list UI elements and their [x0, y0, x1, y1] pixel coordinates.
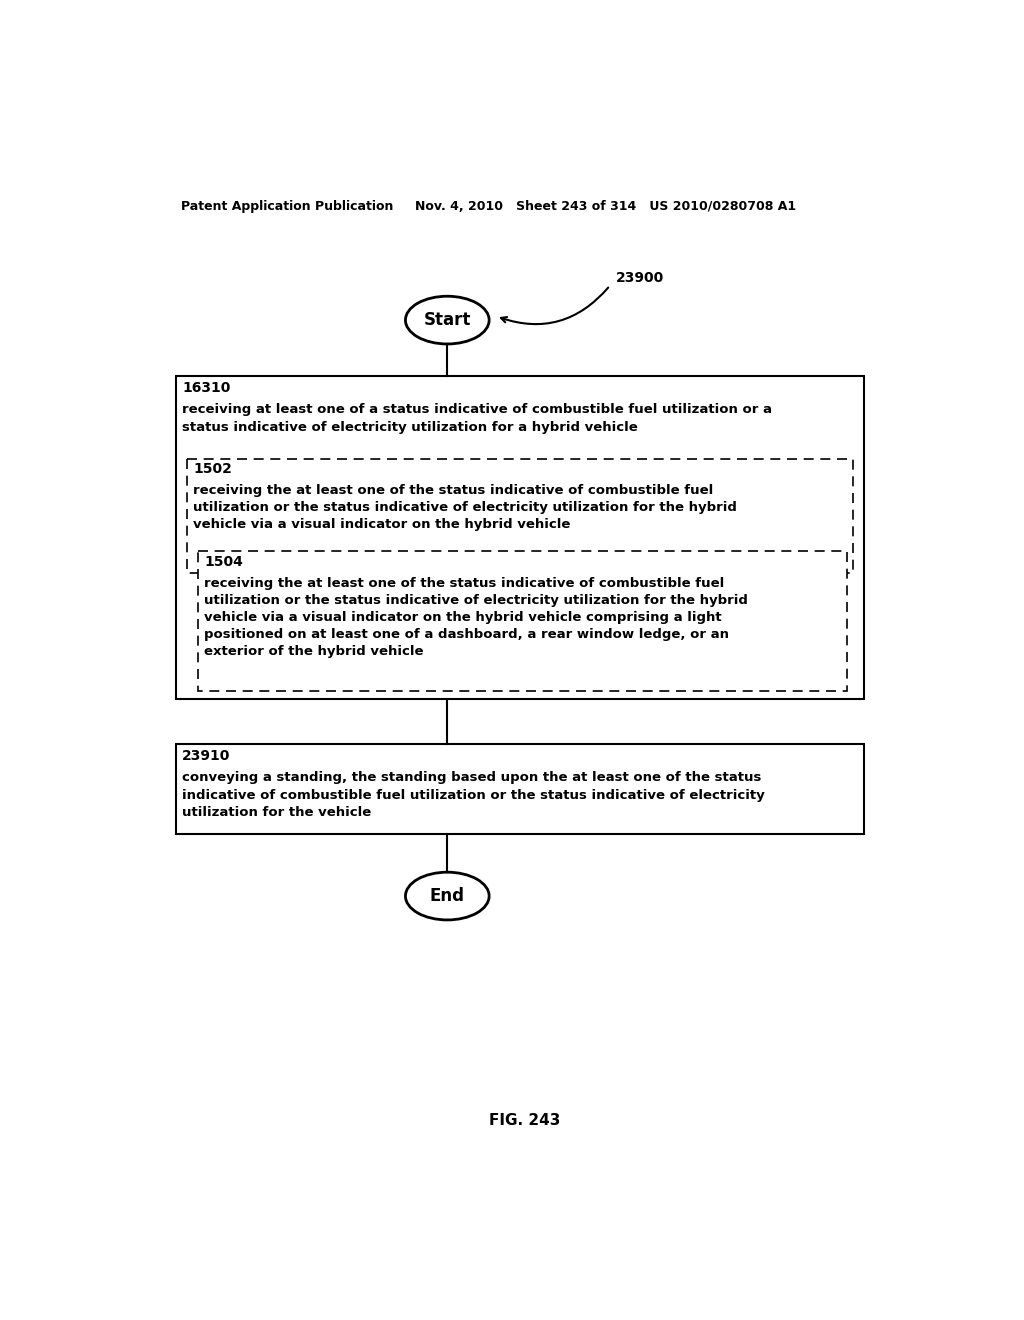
Text: receiving at least one of a status indicative of combustible fuel utilization or: receiving at least one of a status indic… — [182, 404, 772, 434]
Bar — [198, 552, 847, 692]
Text: 23910: 23910 — [182, 748, 230, 763]
Ellipse shape — [406, 873, 489, 920]
Text: receiving the at least one of the status indicative of combustible fuel
utilizat: receiving the at least one of the status… — [194, 484, 737, 531]
Bar — [176, 743, 864, 834]
Text: Start: Start — [424, 312, 471, 329]
Text: conveying a standing, the standing based upon the at least one of the status
ind: conveying a standing, the standing based… — [182, 771, 765, 820]
Bar — [176, 376, 864, 700]
Bar — [187, 459, 853, 573]
Text: 1502: 1502 — [194, 462, 232, 477]
Text: Nov. 4, 2010   Sheet 243 of 314   US 2010/0280708 A1: Nov. 4, 2010 Sheet 243 of 314 US 2010/02… — [415, 199, 796, 213]
Text: receiving the at least one of the status indicative of combustible fuel
utilizat: receiving the at least one of the status… — [204, 577, 748, 657]
Text: 1504: 1504 — [204, 554, 243, 569]
Text: Patent Application Publication: Patent Application Publication — [180, 199, 393, 213]
Text: 23900: 23900 — [616, 271, 665, 285]
Text: End: End — [430, 887, 465, 906]
Text: FIG. 243: FIG. 243 — [489, 1113, 560, 1129]
Ellipse shape — [406, 296, 489, 345]
Text: 16310: 16310 — [182, 381, 230, 395]
